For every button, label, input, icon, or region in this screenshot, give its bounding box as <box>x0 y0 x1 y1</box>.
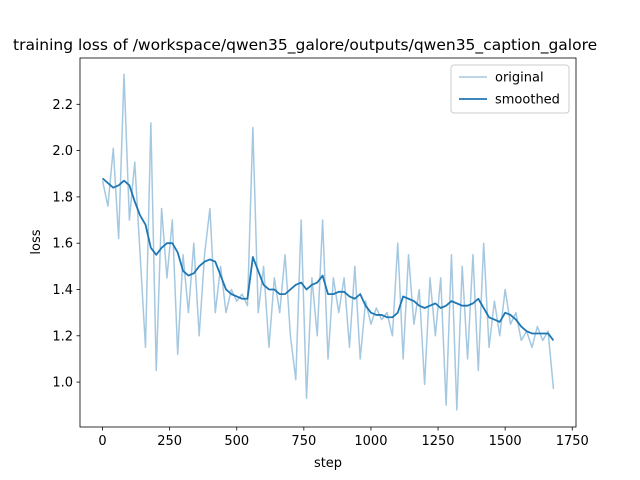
y-tick-label: 1.8 <box>52 190 73 205</box>
y-tick-label: 1.6 <box>52 237 73 252</box>
axes-frame <box>79 57 577 428</box>
legend-label: smoothed <box>495 93 560 108</box>
x-tick-label: 1500 <box>489 434 522 449</box>
series-line <box>101 177 555 341</box>
x-tick-label: 500 <box>224 434 249 449</box>
series-line <box>101 73 555 411</box>
x-tick-label: 1250 <box>421 434 454 449</box>
x-tick-label: 1750 <box>556 434 589 449</box>
y-tick-label: 2.0 <box>52 144 73 159</box>
y-tick-label: 1.4 <box>52 283 73 298</box>
y-axis-label: loss <box>29 229 44 254</box>
legend-label: original <box>495 71 544 86</box>
x-tick-label: 750 <box>291 434 316 449</box>
y-tick-label: 1.0 <box>52 376 73 391</box>
y-tick-label: 2.2 <box>52 98 73 113</box>
x-axis-label: step <box>314 456 342 471</box>
chart-title: training loss of /workspace/qwen35_galor… <box>13 36 597 55</box>
x-tick-label: 250 <box>157 434 182 449</box>
y-tick-label: 1.2 <box>52 329 73 344</box>
x-tick-label: 0 <box>98 434 106 449</box>
x-tick-label: 1000 <box>354 434 387 449</box>
